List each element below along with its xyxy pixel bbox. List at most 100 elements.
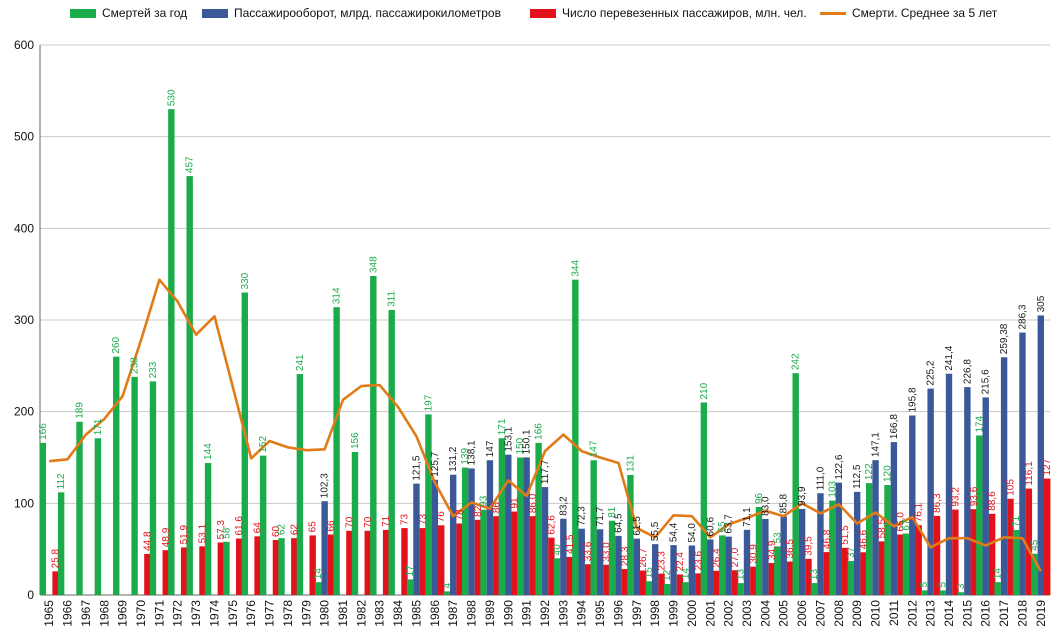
bar-passengers-carried: [805, 558, 812, 595]
legend-swatch-deaths-5yr-average: [820, 11, 846, 15]
value-label-deaths: 67: [901, 519, 912, 531]
x-tick-label: 1977: [263, 600, 277, 627]
value-label-passengers-carried: 66,0: [895, 512, 906, 532]
bar-passengers-carried: [1044, 478, 1051, 595]
bar-passenger-turnover: [651, 544, 659, 595]
bar-deaths: [884, 485, 891, 595]
x-tick-label: 1972: [171, 600, 185, 627]
value-label-deaths: 62: [277, 524, 288, 536]
value-label-passenger-turnover: 131,2: [448, 446, 459, 471]
value-label-passenger-turnover: 61,5: [632, 516, 643, 536]
x-tick-label: 1965: [42, 600, 56, 627]
value-label-passenger-turnover: 85,8: [779, 493, 790, 513]
value-label-deaths: 330: [240, 272, 251, 289]
x-tick-label: 1987: [446, 600, 460, 627]
value-label-deaths: 348: [368, 256, 379, 273]
bar-deaths: [204, 463, 212, 595]
value-label-passenger-turnover: 166,8: [889, 414, 900, 439]
value-label-passenger-turnover: 55,5: [650, 521, 661, 541]
value-label-passenger-turnover: 83,0: [760, 496, 771, 516]
bar-deaths: [810, 583, 818, 595]
legend-item-deaths-5yr-average: Смерти. Среднее за 5 лет: [820, 6, 997, 20]
bar-deaths: [682, 582, 689, 595]
value-label-passenger-turnover: 60,6: [705, 517, 716, 537]
value-label-passengers-carried: 41,5: [565, 534, 576, 554]
bar-passenger-turnover: [1019, 332, 1026, 595]
bar-passengers-carried: [474, 519, 482, 595]
bar-passengers-carried: [786, 561, 794, 595]
x-tick-label: 1995: [593, 600, 607, 627]
bar-passengers-carried: [676, 574, 684, 595]
legend: Смертей за год Пассажирооборот, млрд. па…: [70, 6, 1050, 26]
bar-passenger-turnover: [853, 491, 861, 595]
value-label-deaths: 13: [736, 569, 747, 581]
x-tick-label: 1979: [299, 600, 313, 627]
value-label-deaths: 93: [479, 495, 490, 507]
bar-passenger-turnover: [725, 536, 732, 595]
value-label-passengers-carried: 105: [1005, 479, 1016, 496]
x-tick-label: 1999: [667, 600, 681, 627]
legend-label-passengers-carried: Число перевезенных пассажиров, млн. чел.: [562, 6, 807, 20]
value-label-passenger-turnover: 125,7: [430, 451, 441, 476]
value-label-deaths: 71: [1011, 515, 1022, 527]
value-label-passengers-carried: 127: [1042, 458, 1053, 475]
value-label-passengers-carried: 51,9: [179, 525, 190, 545]
bar-passenger-turnover: [413, 483, 420, 595]
y-tick-label: 200: [14, 405, 34, 419]
bar-deaths: [957, 592, 965, 595]
value-label-deaths: 103: [827, 480, 838, 497]
value-label-passengers-carried: 73: [399, 514, 410, 526]
bar-passenger-turnover: [927, 388, 934, 595]
x-tick-label: 2018: [1015, 600, 1029, 627]
value-label-deaths: 197: [423, 394, 434, 411]
value-label-deaths: 238: [130, 357, 141, 374]
bar-passenger-turnover: [964, 387, 971, 595]
bar-deaths: [259, 455, 267, 595]
bar-passenger-turnover: [817, 493, 824, 595]
value-label-passenger-turnover: 93,9: [797, 486, 808, 506]
bar-passengers-carried: [180, 547, 188, 595]
bar-deaths: [1012, 529, 1020, 595]
bar-passengers-carried: [236, 538, 243, 595]
value-label-deaths: 144: [203, 443, 214, 460]
x-tick-label: 1986: [428, 600, 442, 627]
legend-item-deaths: Смертей за год: [70, 6, 187, 20]
value-label-deaths: 12: [662, 569, 673, 581]
x-tick-label: 2001: [703, 600, 717, 627]
bar-deaths: [700, 402, 708, 595]
value-label-passengers-carried: 62,6: [546, 515, 557, 535]
bar-passengers-carried: [603, 564, 610, 595]
value-label-deaths: 242: [791, 353, 802, 370]
value-label-deaths: 81: [607, 506, 618, 518]
bar-deaths: [829, 500, 836, 595]
value-label-deaths: 233: [148, 361, 159, 378]
value-label-passengers-carried: 78: [455, 509, 466, 521]
value-label-passengers-carried: 25,8: [51, 548, 62, 568]
value-label-passengers-carried: 23,6: [693, 550, 704, 570]
bar-deaths: [553, 558, 561, 595]
bar-deaths: [149, 381, 157, 595]
x-tick-label: 1967: [79, 600, 93, 627]
bar-deaths: [39, 442, 46, 595]
bar-passenger-turnover: [780, 516, 787, 595]
bar-passengers-carried: [162, 550, 169, 595]
bar-deaths: [94, 438, 102, 595]
x-tick-label: 2014: [942, 600, 956, 627]
value-label-passenger-turnover: 241,4: [944, 345, 955, 370]
bar-passengers-carried: [1007, 498, 1014, 595]
value-label-deaths: 147: [589, 440, 600, 457]
value-label-passengers-carried: 76: [436, 511, 447, 523]
bar-passenger-turnover: [431, 479, 439, 595]
bar-deaths: [663, 584, 671, 595]
x-tick-label: 1996: [611, 600, 625, 627]
bar-deaths: [572, 279, 579, 595]
x-tick-label: 2013: [924, 600, 938, 627]
value-label-passenger-turnover: 150,1: [522, 429, 533, 454]
bar-passengers-carried: [897, 534, 904, 595]
value-label-passenger-turnover: 111,0: [815, 466, 826, 490]
bar-passengers-carried: [713, 570, 720, 595]
value-label-passenger-turnover: 147,1: [871, 432, 882, 457]
value-label-deaths: 112: [56, 473, 67, 489]
x-tick-label: 1998: [648, 600, 662, 627]
x-tick-label: 1978: [281, 600, 295, 627]
